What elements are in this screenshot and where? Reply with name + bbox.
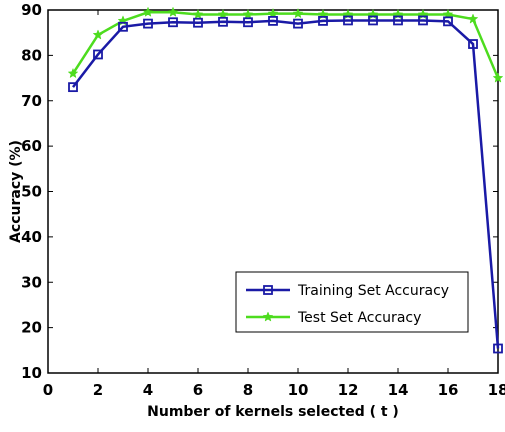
data-point	[268, 15, 278, 26]
data-point	[293, 18, 303, 29]
legend-label: Test Set Accuracy	[297, 310, 421, 326]
series-layer	[67, 6, 504, 354]
x-tick-label: 4	[143, 381, 153, 399]
legend-swatch-marker	[262, 311, 274, 322]
data-point	[168, 17, 178, 28]
data-point	[142, 6, 154, 17]
data-point	[393, 15, 403, 26]
y-tick-label: 20	[21, 319, 42, 337]
data-point	[292, 7, 304, 19]
legend-swatch-marker	[263, 285, 273, 295]
x-tick-label: 8	[243, 381, 253, 399]
legend: Training Set Accuracy Test Set Accuracy	[235, 271, 469, 333]
y-tick-label: 80	[21, 46, 42, 64]
data-point	[167, 6, 179, 17]
data-point	[92, 29, 104, 40]
data-point	[468, 39, 478, 49]
data-point	[243, 17, 253, 28]
data-point	[193, 17, 203, 28]
data-point	[343, 15, 353, 26]
data-point	[143, 18, 153, 29]
x-tick-label: 6	[193, 381, 203, 399]
data-point	[418, 15, 428, 26]
data-point	[67, 67, 79, 79]
data-point	[493, 343, 503, 354]
data-point	[492, 72, 504, 83]
data-point	[267, 7, 279, 19]
series-line	[71, 11, 500, 79]
series-training	[68, 15, 503, 354]
legend-box	[235, 271, 469, 333]
data-point	[192, 8, 204, 20]
data-point	[467, 13, 479, 24]
data-point	[118, 21, 128, 32]
y-tick-label: 30	[21, 273, 42, 291]
x-tick-label: 12	[338, 381, 359, 399]
y-tick-label: 40	[21, 228, 42, 246]
data-point	[68, 82, 78, 93]
legend-label: Training Set Accuracy	[297, 283, 449, 299]
data-point	[318, 15, 328, 26]
data-point	[368, 15, 378, 26]
x-tick-label: 0	[43, 381, 53, 399]
data-point	[218, 16, 228, 27]
y-axis-label: Accuracy (%)	[8, 140, 24, 243]
data-point	[242, 8, 254, 20]
y-tick-label: 60	[21, 137, 42, 155]
y-tick-label: 50	[21, 183, 42, 201]
y-axis-ticks: 10 20 30 40 50 60 70 80 90	[21, 1, 498, 382]
x-axis-ticks: 0 2 4 6 8 10 12 14 16 18	[43, 10, 505, 399]
x-tick-label: 10	[288, 381, 309, 399]
data-point	[443, 16, 453, 27]
x-tick-label: 14	[388, 381, 409, 399]
x-tick-label: 2	[93, 381, 103, 399]
x-tick-label: 16	[438, 381, 459, 399]
y-tick-label: 70	[21, 92, 42, 110]
x-axis-label: Number of kernels selected ( t )	[147, 404, 399, 420]
y-tick-label: 10	[21, 364, 42, 382]
data-point	[217, 8, 229, 20]
data-point	[93, 49, 103, 60]
y-tick-label: 90	[21, 1, 42, 19]
x-tick-label: 18	[488, 381, 505, 399]
series-test	[67, 6, 504, 83]
